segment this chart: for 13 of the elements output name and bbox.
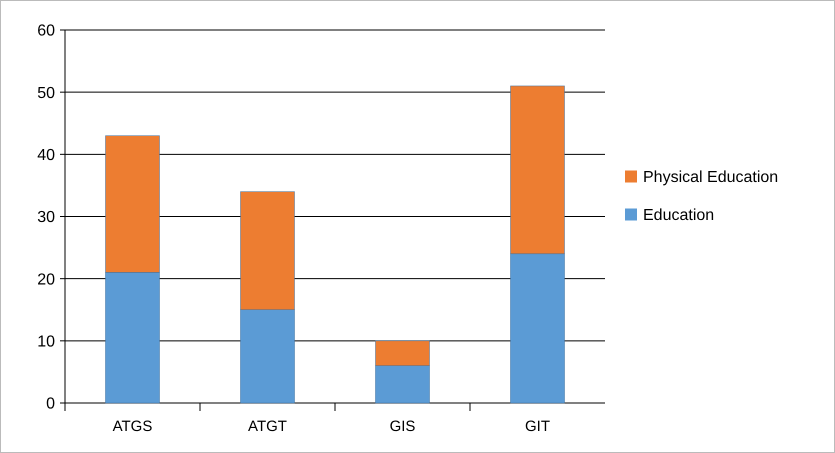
legend-label: Physical Education xyxy=(643,169,778,186)
y-tick-label: 50 xyxy=(37,84,56,102)
x-tick-label: ATGS xyxy=(112,418,152,435)
legend-label: Education xyxy=(643,207,714,224)
y-tick-label: 20 xyxy=(37,271,56,288)
x-tick-label: GIT xyxy=(525,418,550,435)
y-tick-label: 60 xyxy=(37,22,56,40)
y-tick-label: 40 xyxy=(37,146,56,164)
y-tick-label: 0 xyxy=(46,396,56,413)
x-tick-label: GIS xyxy=(390,418,416,435)
y-tick-label: 30 xyxy=(37,209,56,226)
y-tick-label: 10 xyxy=(37,333,56,350)
x-tick-label: ATGT xyxy=(248,418,287,435)
